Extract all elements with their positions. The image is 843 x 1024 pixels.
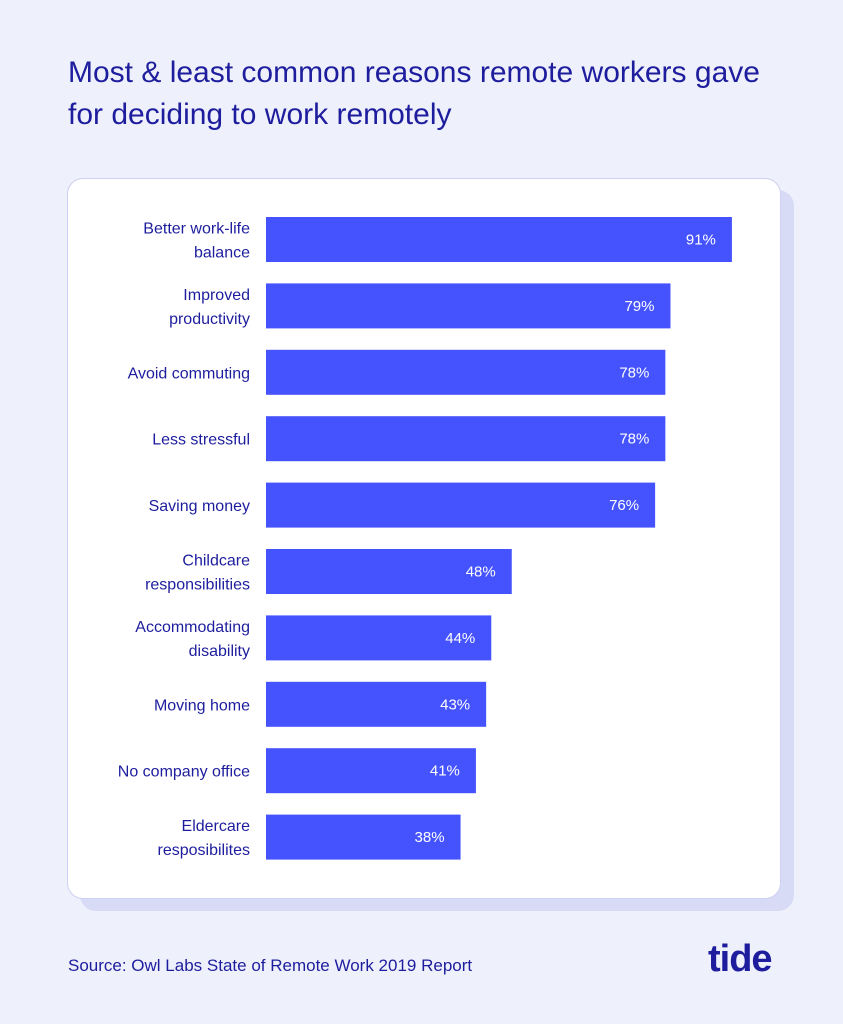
bar-9	[266, 814, 461, 860]
category-label-0: Better work-life balance	[143, 221, 250, 262]
bar-5	[266, 549, 512, 594]
value-label-8: 41%	[430, 763, 460, 780]
value-label-7: 43%	[440, 696, 470, 713]
bar-6	[266, 615, 492, 661]
value-label-4: 76%	[609, 497, 639, 514]
category-label-9: Eldercare resposibilites	[158, 818, 251, 859]
value-label-3: 78%	[619, 431, 649, 448]
bar-0	[266, 217, 732, 262]
source-note: Source: Owl Labs State of Remote Work 20…	[68, 956, 473, 975]
chart-card: 91% Better work-life balance 79% Improved pro…	[67, 178, 781, 899]
chart-title: Most & least common reasons remote worke…	[68, 56, 760, 131]
bar-1	[266, 283, 671, 329]
value-label-1: 79%	[624, 298, 654, 315]
category-label-7: Moving home	[154, 697, 250, 714]
bar-7	[266, 681, 487, 727]
category-label-6: Accommodating disability	[135, 619, 250, 660]
value-label-2: 78%	[619, 364, 649, 381]
category-label-5: Childcare responsibilities	[145, 553, 250, 594]
category-label-1: Improved productivity	[169, 287, 250, 328]
value-label-0: 91%	[686, 232, 716, 249]
value-label-6: 44%	[445, 630, 475, 647]
bar-2	[266, 349, 666, 395]
bar-8	[266, 748, 476, 794]
category-label-4: Saving money	[149, 498, 250, 515]
bar-4	[266, 482, 656, 528]
value-label-9: 38%	[415, 829, 445, 846]
category-label-3: Less stressful	[152, 432, 250, 449]
bar-chart: 91% Better work-life balance 79% Improved pro…	[118, 217, 732, 860]
category-label-2: Avoid commuting	[128, 365, 250, 382]
value-label-5: 48%	[466, 564, 496, 581]
bar-3	[266, 416, 666, 462]
tide-logo: tide	[708, 938, 773, 980]
category-label-8: No company office	[118, 764, 250, 781]
